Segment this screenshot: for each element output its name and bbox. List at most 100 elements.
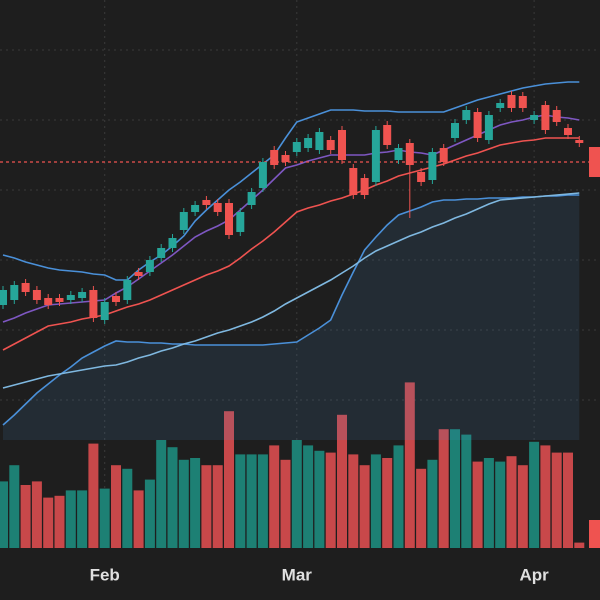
volume-bar (246, 454, 257, 548)
candle-body (417, 172, 426, 182)
x-tick-label: Apr (519, 565, 549, 584)
candle-body (281, 155, 290, 162)
volume-bar (99, 488, 110, 548)
volume-bar (348, 454, 359, 548)
volume-bar (65, 490, 76, 548)
volume-bar (574, 542, 585, 548)
overlay-line (2, 114, 580, 323)
candle-body (462, 110, 471, 120)
volume-bar (495, 461, 506, 548)
candle-body (428, 152, 437, 180)
volume-bar (427, 459, 438, 548)
candle-body (179, 212, 188, 230)
candle-body (134, 272, 143, 276)
volume-bar (483, 458, 494, 548)
candle-body (191, 205, 200, 212)
volume-bar (235, 454, 246, 548)
candle-body (473, 112, 482, 138)
axis-labels: Feb Mar Apr (90, 565, 550, 584)
x-tick-label: Mar (282, 565, 313, 584)
candle-body (202, 200, 211, 205)
candle-body (484, 115, 493, 140)
candle-body (0, 290, 7, 305)
volume-bar (529, 441, 540, 548)
candle-body (326, 140, 335, 150)
candle-body (44, 298, 53, 305)
volume-bar (540, 445, 551, 548)
candle-body (349, 168, 358, 195)
volume-bar (303, 445, 314, 548)
candle-body (32, 290, 41, 300)
candle-body (168, 238, 177, 248)
candle-body (66, 295, 75, 300)
candle-body (507, 95, 516, 108)
candle-body (541, 105, 550, 130)
candle-body (157, 248, 166, 258)
candle-body (236, 212, 245, 232)
volume-bar (54, 495, 65, 548)
band-fill (3, 195, 580, 440)
candle-body (530, 115, 539, 120)
volume-bar (224, 411, 234, 548)
volume-bar (404, 382, 415, 548)
candle-body (315, 132, 324, 150)
candle-body (371, 130, 380, 182)
volume-bar (0, 481, 8, 548)
candle-body (112, 296, 120, 302)
volume-bar (280, 459, 291, 548)
volume-bar (156, 440, 167, 548)
volume-bar (201, 465, 212, 548)
volume-bar (325, 452, 336, 548)
overlay-layer (0, 81, 600, 440)
volume-bar (43, 497, 54, 548)
volume-bar (167, 447, 178, 548)
volume-bar (416, 468, 427, 548)
volume-bar (20, 485, 31, 548)
volume-bar (9, 465, 20, 548)
candle-body (145, 260, 154, 272)
candle-body (575, 140, 584, 143)
volume-bar (144, 479, 155, 548)
volume-bar (450, 429, 460, 548)
candle-body (304, 138, 313, 148)
volume-layer (0, 382, 585, 548)
volume-bar (438, 429, 449, 548)
candle-body (360, 178, 369, 195)
volume-bar (77, 490, 88, 548)
price-tag (589, 147, 600, 177)
candle-body (100, 302, 109, 320)
candle-body (55, 298, 64, 302)
volume-bar (314, 450, 325, 548)
candle-body (213, 203, 222, 212)
volume-bar (133, 490, 144, 548)
candle-body (496, 103, 505, 108)
x-tick-label: Feb (90, 565, 120, 584)
candle-body (394, 148, 403, 160)
candle-body (258, 162, 267, 188)
volume-bar (517, 465, 528, 548)
candle-body (439, 148, 448, 162)
candle-body (21, 283, 30, 292)
volume-bar (461, 434, 472, 548)
candle-body (225, 203, 233, 235)
overlay-line (2, 81, 580, 281)
volume-bar (472, 461, 483, 548)
candle-body (10, 285, 19, 300)
volume-bar (563, 452, 573, 548)
volume-bar (393, 445, 404, 548)
volume-bar (551, 452, 562, 548)
volume-bar (269, 445, 280, 548)
volume-bar (122, 468, 133, 548)
volume-bar (178, 459, 189, 548)
candle-body (123, 280, 132, 300)
candle-body (383, 125, 392, 145)
volume-bar (370, 454, 381, 548)
volume-bar (31, 481, 42, 548)
candle-body (89, 290, 98, 318)
volume-bar (337, 414, 347, 548)
candle-body (552, 110, 561, 122)
overlay-line (2, 137, 580, 351)
candle-body (270, 150, 279, 165)
